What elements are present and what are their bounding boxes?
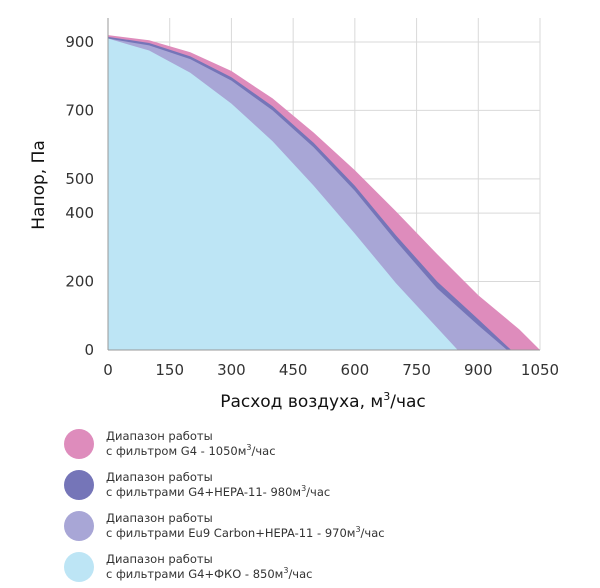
legend-line2: с фильтрами G4+HEPA-11- 980м3/час [106, 485, 330, 500]
legend-swatch [64, 429, 94, 459]
legend-sup: 3 [355, 525, 361, 534]
legend-swatch [64, 470, 94, 500]
legend-sup: 3 [301, 484, 307, 493]
legend-swatch [64, 511, 94, 541]
x-tick-label-900: 900 [464, 361, 493, 379]
legend-item: Диапазон работы с фильтром G4 - 1050м3/ча… [64, 424, 584, 464]
chart-areas [108, 35, 540, 351]
y-tick-labels: 0 200 400 500 700 900 [65, 33, 94, 359]
x-tick-label-450: 450 [279, 361, 308, 379]
legend-line2-text: с фильтрами G4+ФКО - 850м [106, 567, 284, 581]
legend-line1: Диапазон работы [106, 511, 213, 525]
y-tick-label-700: 700 [65, 101, 94, 119]
x-tick-label-1050: 1050 [521, 361, 559, 379]
legend: Диапазон работы с фильтром G4 - 1050м3/ча… [64, 424, 584, 588]
legend-text: Диапазон работы с фильтрами Eu9 Carbon+HE… [106, 511, 385, 541]
x-tick-labels: 0 150 300 450 600 750 900 1050 [103, 361, 559, 379]
legend-line1: Диапазон работы [106, 429, 213, 443]
x-tick-label-600: 600 [341, 361, 370, 379]
x-tick-label-150: 150 [155, 361, 184, 379]
legend-line2: с фильтрами Eu9 Carbon+HEPA-11 - 970м3/ч… [106, 526, 385, 541]
axes [107, 18, 540, 351]
x-tick-label-300: 300 [217, 361, 246, 379]
legend-sup: 3 [246, 443, 252, 452]
legend-line2-text: с фильтрами Eu9 Carbon+HEPA-11 - 970м [106, 526, 356, 540]
y-tick-label-400: 400 [65, 204, 94, 222]
legend-suffix: /час [251, 444, 276, 458]
legend-item: Диапазон работы с фильтрами Eu9 Carbon+HE… [64, 506, 584, 546]
legend-item: Диапазон работы с фильтрами G4+ФКО - 850м… [64, 547, 584, 587]
legend-line2: с фильтром G4 - 1050м3/час [106, 444, 276, 459]
y-tick-label-0: 0 [84, 341, 94, 359]
legend-line2: с фильтрами G4+ФКО - 850м3/час [106, 567, 312, 582]
y-tick-label-200: 200 [65, 273, 94, 291]
legend-text: Диапазон работы с фильтрами G4+HEPA-11- 9… [106, 470, 330, 500]
x-tick-label-0: 0 [103, 361, 113, 379]
legend-line2-text: с фильтрами G4+HEPA-11- 980м [106, 485, 302, 499]
fan-performance-chart: 0 150 300 450 600 750 900 1050 0 200 400 500 700 900… [29, 18, 559, 412]
legend-sup: 3 [283, 566, 289, 575]
legend-suffix: /час [288, 567, 313, 581]
legend-swatch [64, 552, 94, 582]
y-tick-label-500: 500 [65, 170, 94, 188]
y-tick-label-900: 900 [65, 33, 94, 51]
legend-suffix: /час [306, 485, 331, 499]
legend-line1: Диапазон работы [106, 470, 213, 484]
legend-line2-text: с фильтром G4 - 1050м [106, 444, 247, 458]
x-axis-title: Расход воздуха, м3/час [220, 390, 426, 412]
legend-text: Диапазон работы с фильтром G4 - 1050м3/ча… [106, 429, 276, 459]
legend-line1: Диапазон работы [106, 552, 213, 566]
x-tick-label-750: 750 [402, 361, 431, 379]
legend-item: Диапазон работы с фильтрами G4+HEPA-11- 9… [64, 465, 584, 505]
legend-text: Диапазон работы с фильтрами G4+ФКО - 850м… [106, 552, 312, 582]
y-axis-title: Напор, Па [29, 140, 49, 230]
legend-suffix: /час [360, 526, 385, 540]
area-g4-fko [108, 38, 458, 351]
